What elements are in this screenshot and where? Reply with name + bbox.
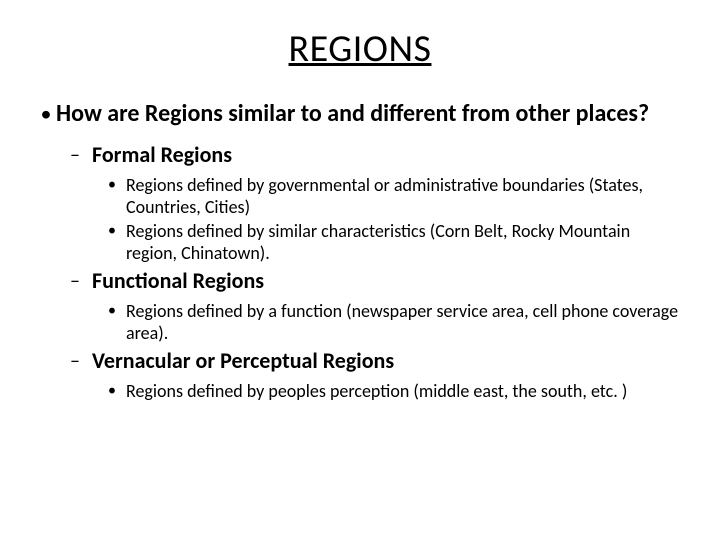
level2-text: Functional Regions xyxy=(92,268,264,294)
level3-text: Regions defined by governmental or admin… xyxy=(126,174,690,218)
list-item: • Regions defined by a function (newspap… xyxy=(108,300,690,344)
level3-text: Regions defined by similar characteristi… xyxy=(126,220,690,264)
slide: REGIONS • How are Regions similar to and… xyxy=(0,0,720,540)
bullet-level-2: – Functional Regions xyxy=(70,268,690,294)
list-item: – Vernacular or Perceptual Regions xyxy=(70,348,690,374)
bullet-icon: • xyxy=(36,100,56,128)
list-item: • How are Regions similar to and differe… xyxy=(36,100,690,128)
level2-text: Formal Regions xyxy=(92,142,232,168)
dash-icon: – xyxy=(70,142,92,168)
list-item: • Regions defined by peoples perception … xyxy=(108,380,690,402)
bullet-icon: • xyxy=(108,380,126,402)
bullet-level-2: – Vernacular or Perceptual Regions xyxy=(70,348,690,374)
level2-text: Vernacular or Perceptual Regions xyxy=(92,348,394,374)
bullet-icon: • xyxy=(108,174,126,196)
list-item: • Regions defined by governmental or adm… xyxy=(108,174,690,218)
level1-text: How are Regions similar to and different… xyxy=(56,100,649,128)
list-item: • Regions defined by similar characteris… xyxy=(108,220,690,264)
dash-icon: – xyxy=(70,268,92,294)
bullet-icon: • xyxy=(108,300,126,322)
level3-text: Regions defined by a function (newspaper… xyxy=(126,300,690,344)
dash-icon: – xyxy=(70,348,92,374)
bullet-level-3: • Regions defined by peoples perception … xyxy=(108,380,690,402)
bullet-level-2: – Formal Regions xyxy=(70,142,690,168)
list-item: – Functional Regions xyxy=(70,268,690,294)
bullet-level-3: • Regions defined by a function (newspap… xyxy=(108,300,690,344)
bullet-level-1: • How are Regions similar to and differe… xyxy=(36,100,690,128)
level3-text: Regions defined by peoples perception (m… xyxy=(126,380,637,402)
bullet-icon: • xyxy=(108,220,126,242)
list-item: – Formal Regions xyxy=(70,142,690,168)
slide-title: REGIONS xyxy=(30,26,690,72)
bullet-level-3: • Regions defined by governmental or adm… xyxy=(108,174,690,264)
